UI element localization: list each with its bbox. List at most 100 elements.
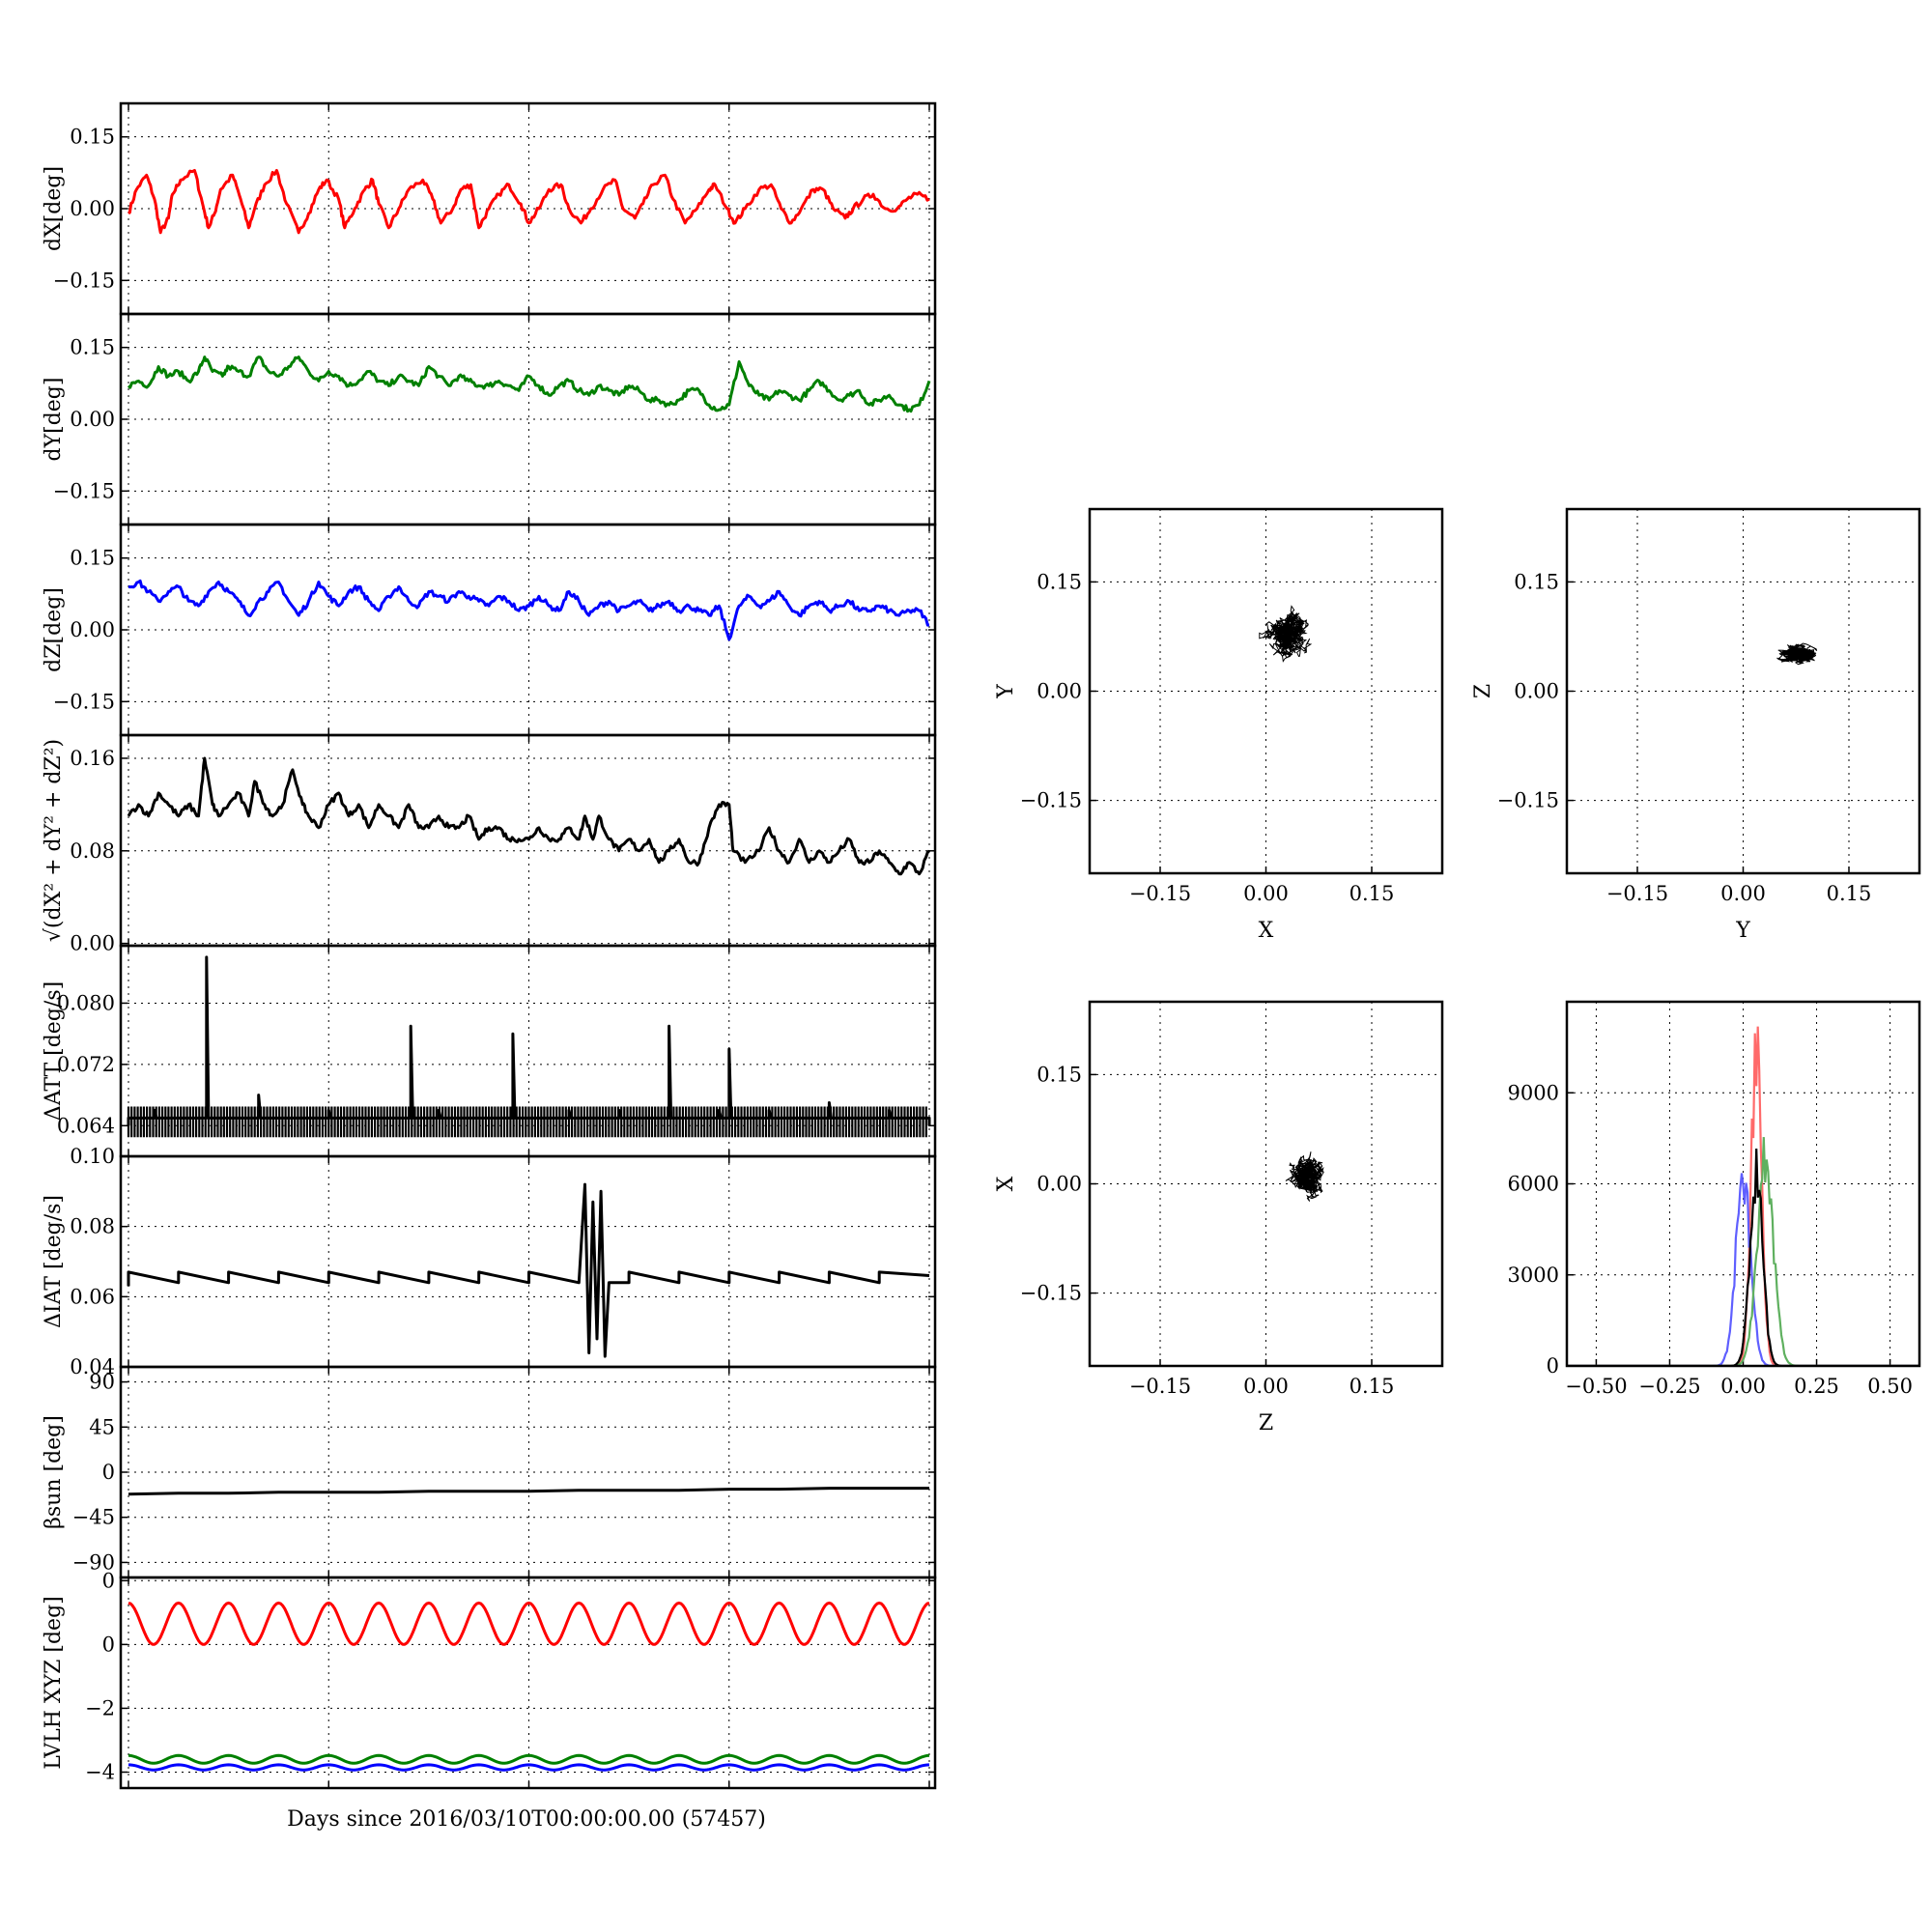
series-beta-0 [128,1487,929,1496]
y-tick-label: 0.00 [70,932,115,955]
y-tick-label: 0.00 [70,408,115,431]
y-tick-label: 0.15 [70,336,115,359]
x-axis-label: X [1259,919,1274,943]
y-tick-label: 0.06 [70,1285,115,1308]
hist-series-3 [1567,1148,1919,1366]
hist-series-1 [1567,1173,1919,1366]
series-lvlh-1 [128,1753,930,1765]
y-tick-label: −4 [85,1760,115,1783]
x-tick-label: −0.15 [1129,1375,1191,1398]
panel-dY: 0.15 0.00 −0.15 dY[deg] [42,312,937,526]
y-axis-label: dX[deg] [42,166,66,251]
panel-frame [119,1576,937,1790]
x-tick-label: 0.00 [1720,1375,1766,1398]
panel-frame [119,1154,937,1369]
x-axis-label: Z [1259,1411,1273,1435]
y-tick-label: 0.15 [70,126,115,149]
y-tick-label: 0.08 [70,1215,115,1238]
scatter-trace [1285,1151,1324,1202]
y-axis-label: ΔATT [deg/s] [42,981,66,1121]
series-dR-0 [127,756,930,876]
y-tick-label: 0.15 [70,547,115,570]
y-tick-label: 90 [89,1371,115,1394]
panel-dZ: 0.15 0.00 −0.15 dZ[deg] [42,523,937,737]
y-tick-label: 0.10 [70,1145,115,1168]
y-tick-label: −0.15 [53,479,115,502]
x-tick-label: −0.50 [1565,1375,1627,1398]
x-tick-label: 0.15 [1350,882,1395,905]
y-tick-label: 0.04 [70,1355,115,1378]
panel-YZ: −0.15 0.00 0.15 0.15 0.00 −0.15 Y Z [1471,507,1921,943]
y-axis-label: dZ[deg] [42,587,66,672]
y-tick-label: 0 [1547,1354,1559,1378]
y-tick-label: 0.00 [70,618,115,641]
y-tick-label: 0.00 [70,197,115,220]
panel-dIAT: 0.10 0.08 0.06 0.04 ΔIAT [deg/s] [42,1145,937,1378]
y-tick-label: 0.08 [70,839,115,863]
y-tick-label: −0.15 [53,690,115,713]
y-tick-label: 0 [102,1569,115,1592]
series-dX-0 [128,168,930,235]
y-tick-label: −90 [72,1550,115,1574]
x-tick-label: 0.25 [1794,1375,1839,1398]
y-tick-label: 0.15 [1514,570,1559,593]
y-tick-label: −0.15 [53,269,115,292]
panel-lvlh: 0 0 −2 −4 LVLH XYZ [deg] [42,1569,937,1790]
y-tick-label: 0.16 [70,747,115,770]
y-axis-label: βsun [deg] [42,1415,66,1529]
x-tick-label: −0.15 [1606,882,1668,905]
time-axis-label: Days since 2016/03/10T00:00:00.00 (57457… [287,1807,766,1832]
x-tick-label: −0.25 [1638,1375,1700,1398]
panel-frame [1565,1000,1921,1368]
y-tick-label: 9000 [1508,1081,1559,1104]
y-tick-label: 0.15 [1037,570,1082,593]
time-series-panels: 0.150.00−0.15dX[deg]0.150.00−0.15dY[deg]… [42,101,937,1790]
x-tick-label: −0.15 [1129,882,1191,905]
y-tick-label: 0.072 [57,1053,115,1076]
panel-dX: 0.15 0.00 −0.15 dX[deg] [42,101,937,316]
x-tick-label: 0.50 [1867,1375,1913,1398]
y-tick-label: 0.00 [1514,680,1559,703]
y-axis-label: Z [1471,684,1495,698]
series-lvlh-2 [128,1763,930,1772]
panel-dR: 0.16 0.08 0.00√(dX² + dY² + dZ²) [42,733,937,955]
y-tick-label: −0.15 [1497,789,1559,812]
y-axis-label: LVLH XYZ [deg] [42,1596,66,1770]
x-tick-label: 0.15 [1827,882,1872,905]
x-tick-label: 0.15 [1350,1375,1395,1398]
y-tick-label: −0.15 [1020,1282,1082,1305]
y-tick-label: 0.064 [57,1114,115,1137]
y-axis-label: X [994,1176,1018,1191]
y-axis-label: Y [994,684,1018,699]
y-tick-label: 0.15 [1037,1063,1082,1086]
scatter-trace [1259,605,1313,663]
panel-frame [119,733,937,948]
y-tick-label: 0.00 [1037,1173,1082,1196]
series-lvlh-0 [128,1601,930,1646]
series-dZ-0 [128,579,930,641]
series-dIAT-0 [127,1182,930,1358]
y-tick-label: 0 [102,1461,115,1484]
hist-series-0 [1567,1026,1919,1366]
y-tick-label: 0.00 [1037,680,1082,703]
panel-frame [1565,507,1921,875]
scatter-and-histogram-panels: −0.15 0.00 0.15 0.15 0.00 −0.15 X Y −0.15 0.00 0.1… [994,507,1921,1435]
y-tick-label: 6000 [1508,1173,1559,1196]
y-axis-label: ΔIAT [deg/s] [42,1195,66,1328]
y-tick-label: 0.080 [57,991,115,1014]
x-axis-label: Y [1735,919,1750,943]
series-dATT-band [127,1106,927,1138]
y-axis-label: dY[deg] [42,378,66,462]
panel-frame [1088,1000,1444,1368]
y-tick-label: −45 [72,1506,115,1529]
panel-XY: −0.15 0.00 0.15 0.15 0.00 −0.15 X Y [994,507,1444,943]
y-tick-label: 45 [89,1415,115,1438]
x-tick-label: 0.00 [1243,1375,1289,1398]
series-dY-0 [127,355,931,413]
y-tick-label: 0 [102,1633,115,1656]
panel-hist: −0.50 −0.25 0.00 0.25 0.50 0 3000 6000 9000 [1508,1000,1921,1398]
y-tick-label: 3000 [1508,1264,1559,1287]
